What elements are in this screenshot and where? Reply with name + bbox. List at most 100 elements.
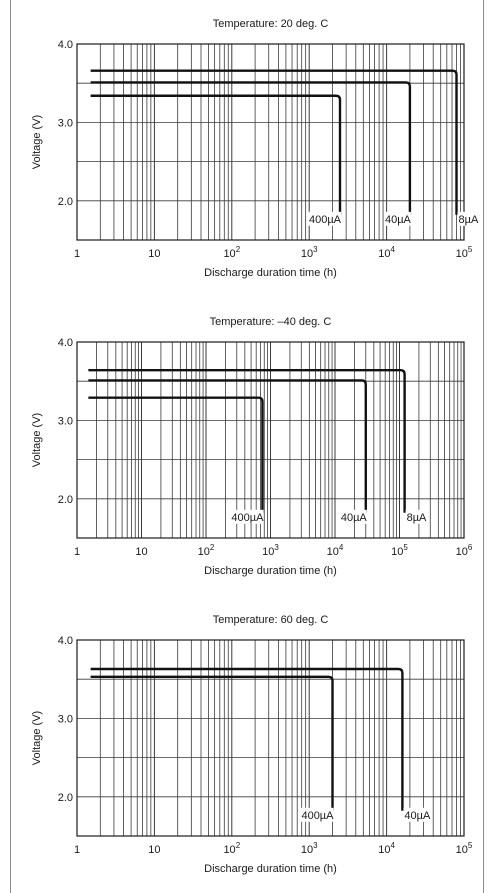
x-tick-label: 103 [301, 841, 318, 856]
chart-title: Temperature: 20 deg. C [213, 18, 329, 30]
plot-frame [76, 639, 465, 837]
x-tick-label: 1 [74, 844, 80, 856]
x-tick-label-exponent: 4 [339, 543, 344, 552]
chart-2: Temperature: –40 deg. C2.03.04.01 10 102 10… [31, 316, 473, 577]
series-label: 400µA [301, 810, 334, 822]
x-tick-label-base: 10 [223, 248, 235, 260]
x-tick-label-exponent: 3 [274, 543, 279, 552]
series-line [90, 667, 404, 811]
x-tick-label: 10 [135, 546, 147, 558]
x-tick-label-base: 10 [456, 844, 468, 856]
chart-title: Temperature: 60 deg. C [213, 614, 329, 626]
x-tick-label: 1 [74, 546, 80, 558]
y-axis-label: Voltage (V) [31, 711, 43, 765]
series-line [90, 69, 458, 215]
x-tick-label: 102 [223, 841, 240, 856]
series-label-background [229, 509, 264, 524]
x-tick-label: 102 [198, 543, 215, 558]
series-line [88, 396, 264, 513]
x-tick-label-base: 10 [301, 844, 313, 856]
x-tick-label-base: 10 [327, 546, 339, 558]
series-label: 400µA [309, 214, 342, 226]
x-tick-label-base: 1 [74, 546, 80, 558]
x-tick-label-base: 10 [456, 248, 468, 260]
x-tick-label: 1 [74, 248, 80, 260]
x-tick-label: 105 [456, 245, 473, 260]
series-label: 40µA [341, 512, 368, 524]
series-label: 40µA [404, 810, 431, 822]
x-tick-label-base: 10 [135, 546, 147, 558]
x-axis-label: Discharge duration time (h) [204, 267, 337, 279]
x-tick-label-base: 1 [74, 248, 80, 260]
y-tick-label: 3.0 [58, 713, 73, 725]
x-tick-label: 105 [456, 841, 473, 856]
series-label-background [405, 509, 427, 524]
series-label-background [307, 211, 342, 226]
series-label: 8µA [407, 512, 427, 524]
series-line [88, 379, 367, 513]
x-tick-label-exponent: 5 [468, 245, 473, 254]
x-tick-label: 104 [327, 543, 344, 558]
x-tick-label-base: 10 [223, 844, 235, 856]
x-tick-label: 10 [148, 248, 160, 260]
series-line [90, 81, 412, 215]
series-label-background [457, 211, 479, 226]
x-tick-label: 105 [391, 543, 408, 558]
x-tick-label: 104 [378, 841, 395, 856]
y-tick-label: 3.0 [58, 117, 73, 129]
series-label-background [339, 509, 367, 524]
series-label-background [299, 807, 334, 822]
x-tick-label: 104 [378, 245, 395, 260]
x-tick-label-exponent: 3 [313, 841, 318, 850]
series-label-background [403, 807, 431, 822]
series-line [88, 369, 406, 513]
x-tick-label-exponent: 2 [236, 841, 241, 850]
y-tick-label: 4.0 [58, 337, 73, 349]
plot-frame [76, 43, 465, 241]
x-tick-label-base: 10 [391, 546, 403, 558]
series-label: 400µA [231, 512, 264, 524]
y-axis-label: Voltage (V) [31, 115, 43, 169]
series-label: 40µA [385, 214, 412, 226]
x-tick-label-exponent: 5 [403, 543, 408, 552]
plot-frame [76, 341, 465, 539]
series-label-background [383, 211, 411, 226]
x-axis-label: Discharge duration time (h) [204, 863, 337, 875]
x-tick-label-base: 10 [378, 248, 390, 260]
chart-title: Temperature: –40 deg. C [210, 316, 332, 328]
y-tick-label: 4.0 [58, 635, 73, 647]
chart-1: Temperature: 20 deg. C2.03.04.01 10 102 103… [31, 18, 479, 279]
series-line [90, 675, 334, 811]
x-tick-label: 103 [262, 543, 279, 558]
x-tick-label: 102 [223, 245, 240, 260]
series-label: 8µA [458, 214, 478, 226]
x-tick-label-base: 10 [262, 546, 274, 558]
x-tick-label-base: 1 [74, 844, 80, 856]
x-tick-label-exponent: 4 [390, 841, 395, 850]
x-tick-label-base: 10 [301, 248, 313, 260]
grid [77, 640, 464, 836]
series-line [90, 94, 342, 215]
x-tick-label-base: 10 [148, 844, 160, 856]
y-tick-label: 3.0 [58, 415, 73, 427]
x-tick-label-base: 10 [148, 248, 160, 260]
x-tick-label: 10 [148, 844, 160, 856]
y-axis-label: Voltage (V) [31, 413, 43, 467]
chart-3: Temperature: 60 deg. C2.03.04.01 10 102 103… [31, 614, 473, 875]
x-tick-label-exponent: 2 [210, 543, 215, 552]
x-tick-label: 106 [456, 543, 473, 558]
page-frame [10, 0, 484, 893]
x-tick-label-exponent: 4 [390, 245, 395, 254]
x-tick-label-base: 10 [378, 844, 390, 856]
x-tick-label-exponent: 3 [313, 245, 318, 254]
x-tick-label-base: 10 [198, 546, 210, 558]
y-tick-label: 2.0 [58, 196, 73, 208]
x-axis-label: Discharge duration time (h) [204, 565, 337, 577]
y-tick-label: 2.0 [58, 792, 73, 804]
x-tick-label-exponent: 6 [468, 543, 473, 552]
grid [77, 44, 464, 240]
x-tick-label: 103 [301, 245, 318, 260]
y-tick-label: 4.0 [58, 39, 73, 51]
x-tick-label-base: 10 [456, 546, 468, 558]
